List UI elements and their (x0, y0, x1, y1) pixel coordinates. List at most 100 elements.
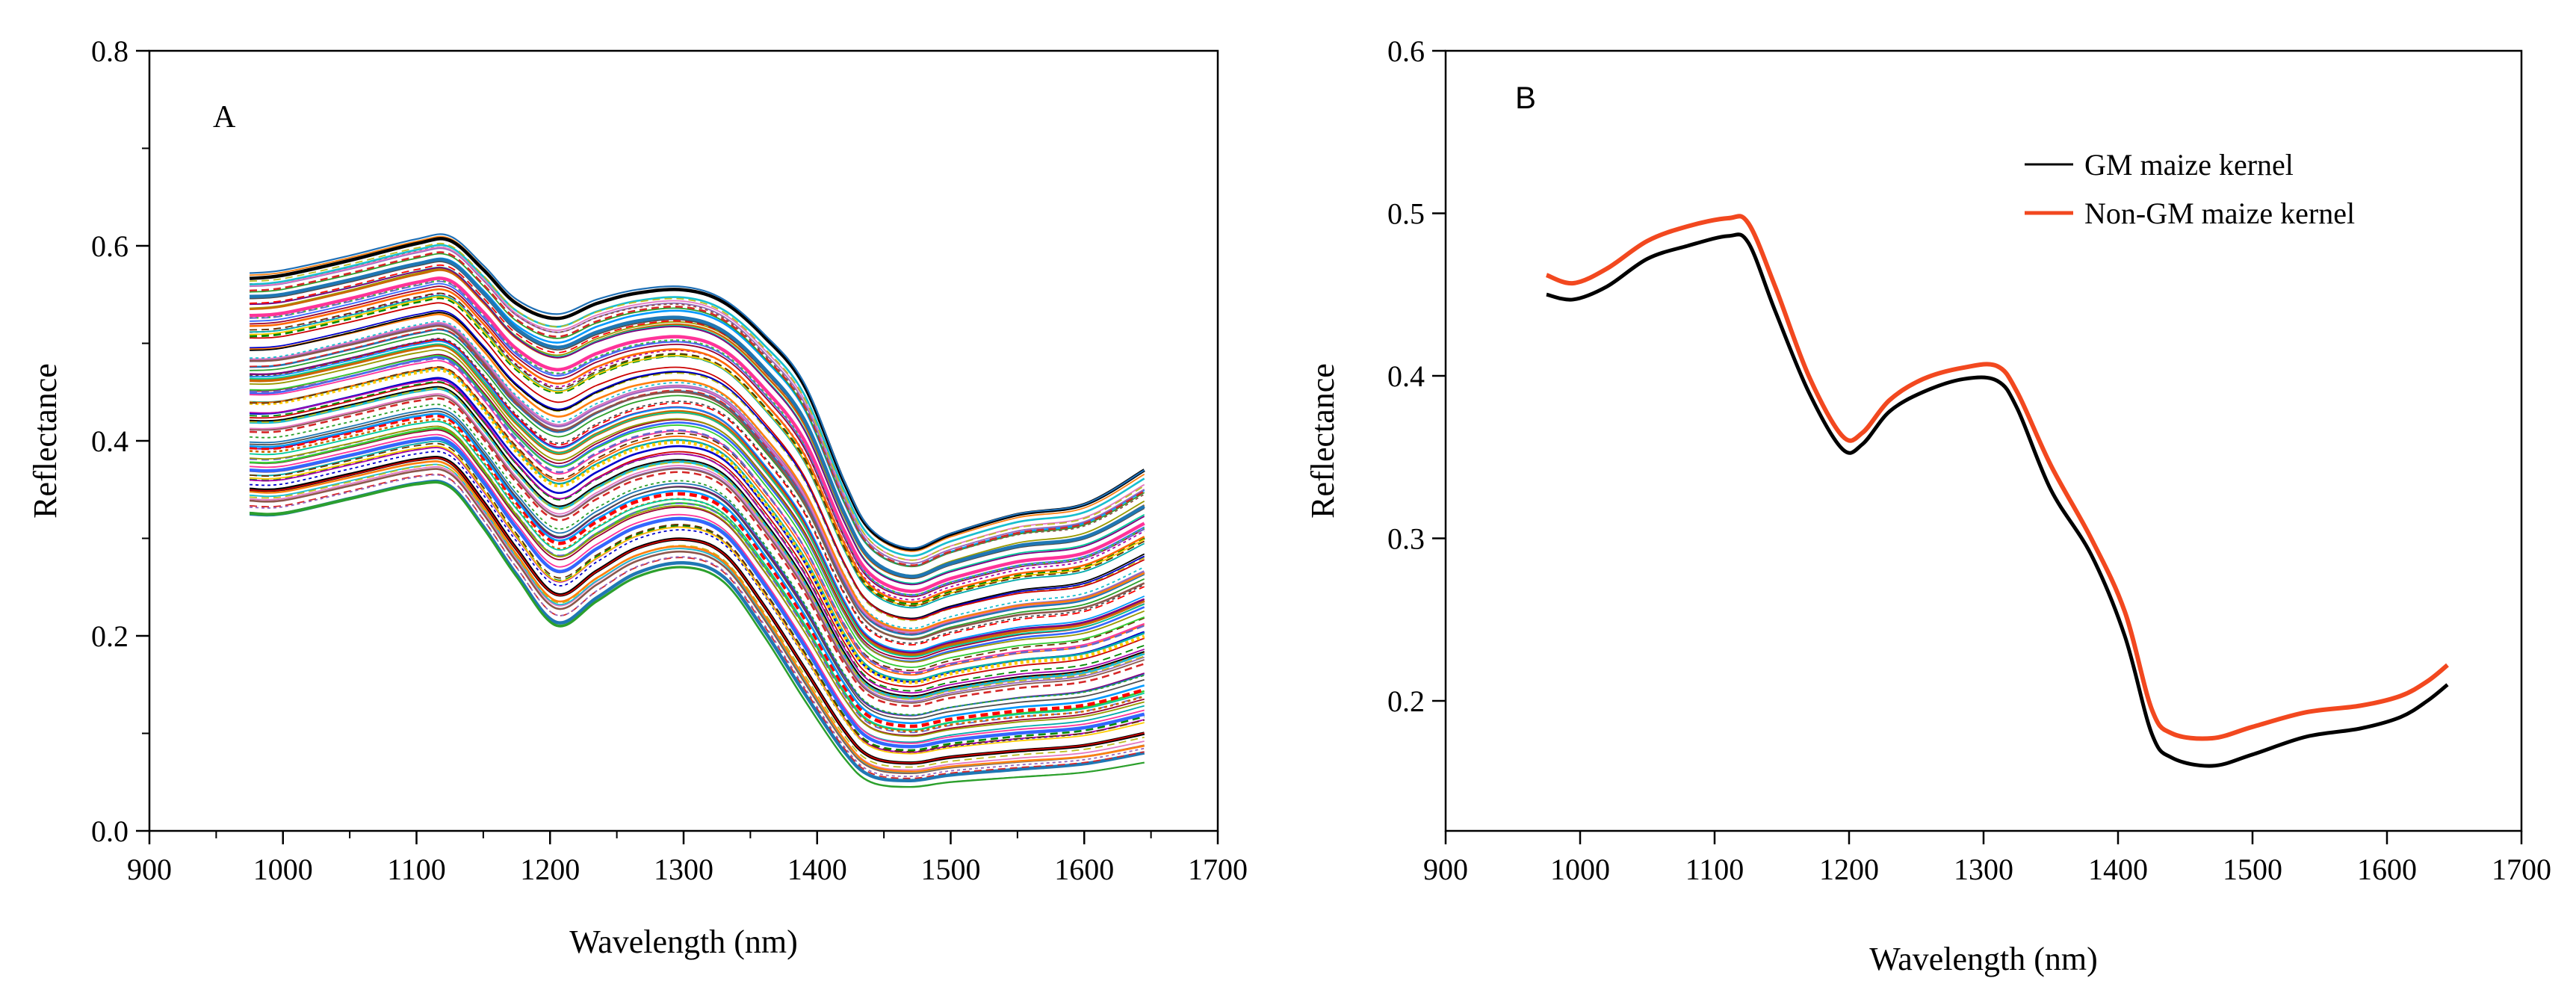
x-tick-label: 1000 (1550, 853, 1610, 886)
spectrum-line-59 (250, 340, 1145, 652)
panel-b-legend: GM maize kernel Non-GM maize kernel (2025, 148, 2355, 230)
x-tick-label: 1600 (2357, 853, 2417, 886)
spectrum-line-4 (250, 474, 1145, 778)
spectrum-line-56 (250, 343, 1145, 658)
y-tick-label: 0.4 (1387, 359, 1425, 393)
spectrum-line-81 (250, 279, 1145, 596)
spectrum-line-38 (250, 388, 1145, 700)
spectrum-line-77 (250, 288, 1145, 604)
spectrum-line-76 (250, 296, 1145, 607)
spectrum-line-lower (250, 481, 1145, 788)
panel-a-label: A (213, 100, 236, 134)
panel-b: 900 1000 1100 1200 1300 1400 1500 1600 1700 0.2 0.… (1304, 34, 2551, 977)
spectrum-line-72 (250, 302, 1145, 621)
x-tick-label: 1700 (2492, 853, 2551, 886)
series-line-non-gm (1545, 214, 2449, 741)
panel-b-series-group (1545, 214, 2449, 768)
spectrum-line-67 (250, 320, 1145, 629)
spectrum-line-11 (250, 451, 1145, 754)
x-tick-label: 1300 (654, 853, 713, 886)
spectrum-line-71 (250, 309, 1145, 620)
spectrum-line-30 (250, 410, 1145, 720)
legend-label-non-gm: Non-GM maize kernel (2084, 197, 2355, 230)
x-tick-label: 1600 (1054, 853, 1114, 886)
spectrum-line-80 (250, 285, 1145, 598)
spectrum-line-44 (250, 379, 1145, 694)
y-tick-label: 0.4 (91, 424, 129, 458)
spectrum-line-29 (250, 412, 1145, 725)
spectrum-line-48 (250, 366, 1145, 672)
panel-b-label: B (1515, 80, 1536, 115)
spectrum-line-20 (250, 429, 1145, 737)
spectrum-line-40 (250, 386, 1145, 697)
x-tick-label: 900 (1423, 853, 1468, 886)
spectrum-line-96 (250, 247, 1145, 561)
spectrum-line-54 (250, 349, 1145, 664)
spectrum-line-98 (250, 242, 1145, 561)
x-tick-label: 1700 (1188, 853, 1248, 886)
x-tick-label: 1400 (787, 853, 847, 886)
spectrum-line-51 (250, 354, 1145, 669)
x-tick-label: 1500 (2223, 853, 2282, 886)
spectrum-line-94 (250, 247, 1145, 564)
panel-a-x-axis-label: Wavelength (nm) (569, 924, 798, 960)
x-tick-label: 900 (127, 853, 172, 886)
x-tick-label: 1000 (253, 853, 313, 886)
x-tick-label: 1100 (1685, 853, 1744, 886)
spectrum-line-91 (249, 258, 1145, 578)
spectrum-line-58 (250, 338, 1145, 646)
y-tick-label: 0.8 (91, 34, 129, 68)
x-tick-label: 1200 (520, 853, 580, 886)
spectrum-line-82 (249, 276, 1145, 593)
spectrum-line-78 (250, 292, 1145, 607)
spectrum-line-66 (250, 321, 1145, 634)
spectrum-line-upper (250, 233, 1145, 549)
y-tick-label: 0.2 (1387, 684, 1425, 718)
spectrum-line-32 (250, 403, 1145, 716)
spectrum-line-26 (250, 420, 1145, 731)
y-tick-label: 0.3 (1387, 522, 1425, 556)
x-tick-label: 1400 (2088, 853, 2148, 886)
spectrum-line-33 (250, 397, 1145, 708)
panel-b-ticks: 900 1000 1100 1200 1300 1400 1500 1600 1700 0.2 0.… (1387, 34, 2551, 886)
y-tick-label: 0.5 (1387, 197, 1425, 231)
x-tick-label: 1300 (1954, 853, 2013, 886)
spectrum-line-28 (250, 413, 1145, 729)
spectrum-line-97 (249, 244, 1145, 557)
spectrum-line-22 (250, 433, 1145, 744)
panel-a-ticks: 900 1000 1100 1200 1300 1400 1500 1600 1700 0.0 0.… (91, 34, 1248, 886)
spectrum-line-87 (250, 267, 1145, 586)
spectrum-line-52 (250, 359, 1145, 673)
spectrum-line-18 (250, 442, 1145, 752)
y-tick-label: 0.6 (91, 229, 129, 263)
spectrum-line-62 (250, 333, 1145, 640)
legend-label-gm: GM maize kernel (2084, 148, 2294, 182)
spectrum-line-19 (250, 436, 1145, 749)
x-tick-label: 1100 (387, 853, 446, 886)
spectrum-line-69 (250, 313, 1145, 632)
spectrum-line-35 (250, 395, 1145, 704)
x-tick-label: 1500 (921, 853, 981, 886)
y-tick-label: 0.0 (91, 814, 129, 848)
spectrum-line-31 (250, 407, 1145, 717)
spectrum-line-93 (249, 251, 1145, 566)
series-line-gm (1546, 232, 2449, 768)
x-tick-label: 1200 (1819, 853, 1879, 886)
spectrum-line-60 (250, 338, 1145, 644)
panel-a-series-group (249, 233, 1145, 788)
panel-b-y-axis-label: Reflectance (1304, 363, 1341, 519)
spectrum-line-95 (250, 246, 1145, 567)
spectrum-line-24 (250, 425, 1145, 737)
panel-a-y-axis-label: Reflectance (27, 363, 64, 519)
spectrum-line-73 (249, 295, 1145, 607)
spectrum-line-12 (250, 457, 1145, 764)
spectrum-line-53 (250, 357, 1145, 675)
spectrum-line-9 (250, 460, 1145, 773)
spectrum-line-46 (250, 368, 1145, 684)
spectrum-line-65 (250, 324, 1145, 641)
panel-a: 900 1000 1100 1200 1300 1400 1500 1600 1700 0.0 0.… (27, 34, 1248, 960)
panel-b-x-axis-label: Wavelength (nm) (1869, 941, 2098, 977)
y-tick-label: 0.6 (1387, 34, 1425, 68)
